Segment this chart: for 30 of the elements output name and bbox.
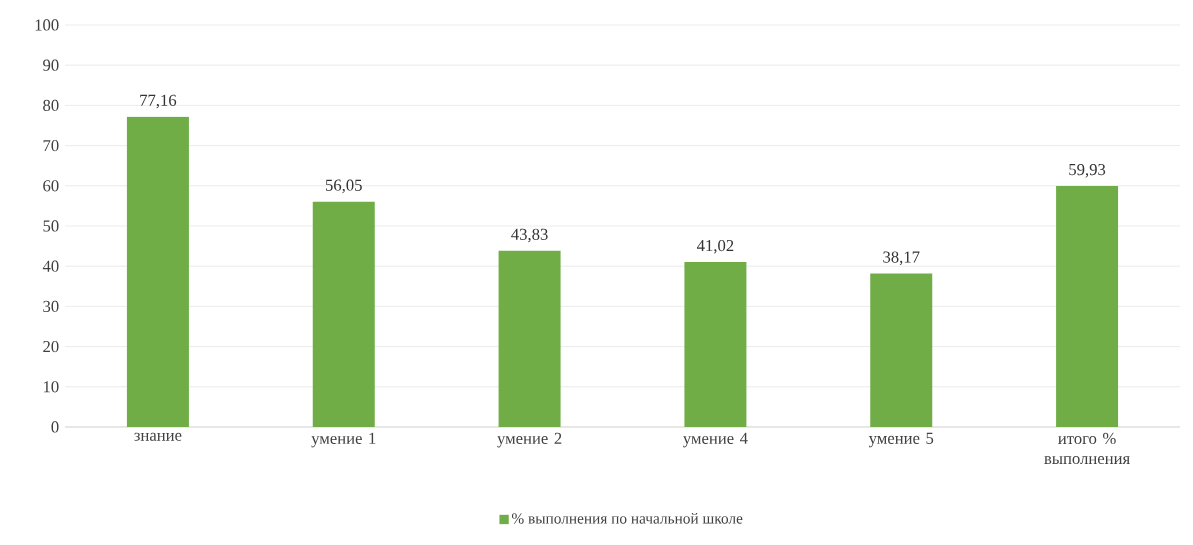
x-tick-label: умение 1 bbox=[311, 432, 376, 448]
x-tick-label: итого % выполнения bbox=[1044, 432, 1130, 465]
y-tick-label: 0 bbox=[51, 421, 59, 433]
bar bbox=[870, 273, 933, 427]
data-label: 43,83 bbox=[511, 228, 548, 243]
y-tick-label: 100 bbox=[35, 19, 59, 31]
x-tick-label: умение 2 bbox=[497, 432, 562, 448]
y-tick-label: 60 bbox=[43, 180, 59, 192]
bar bbox=[684, 262, 747, 427]
y-tick-label: 40 bbox=[42, 260, 59, 272]
legend-label: % выполнения по начальной школе bbox=[511, 512, 743, 524]
data-label: 59,93 bbox=[1069, 163, 1106, 178]
bar bbox=[126, 116, 189, 427]
bar bbox=[312, 201, 375, 427]
y-tick-label: 50 bbox=[43, 220, 59, 232]
y-tick-label: 80 bbox=[43, 99, 59, 112]
x-tick-label: умение 5 bbox=[868, 432, 934, 448]
y-tick-label: 70 bbox=[43, 139, 59, 152]
data-label: 41,02 bbox=[697, 239, 734, 254]
x-tick-label: знание bbox=[134, 432, 182, 441]
y-tick-label: 20 bbox=[43, 340, 59, 353]
data-label: 56,05 bbox=[325, 179, 362, 194]
x-tick-label: умение 4 bbox=[683, 432, 748, 448]
bar bbox=[498, 250, 561, 427]
bar bbox=[1056, 186, 1119, 427]
data-label: 38,17 bbox=[883, 251, 920, 266]
y-tick-label: 10 bbox=[43, 381, 59, 393]
y-tick-label: 90 bbox=[43, 59, 59, 71]
y-tick-label: 30 bbox=[43, 300, 59, 313]
data-label: 77,16 bbox=[140, 94, 177, 109]
